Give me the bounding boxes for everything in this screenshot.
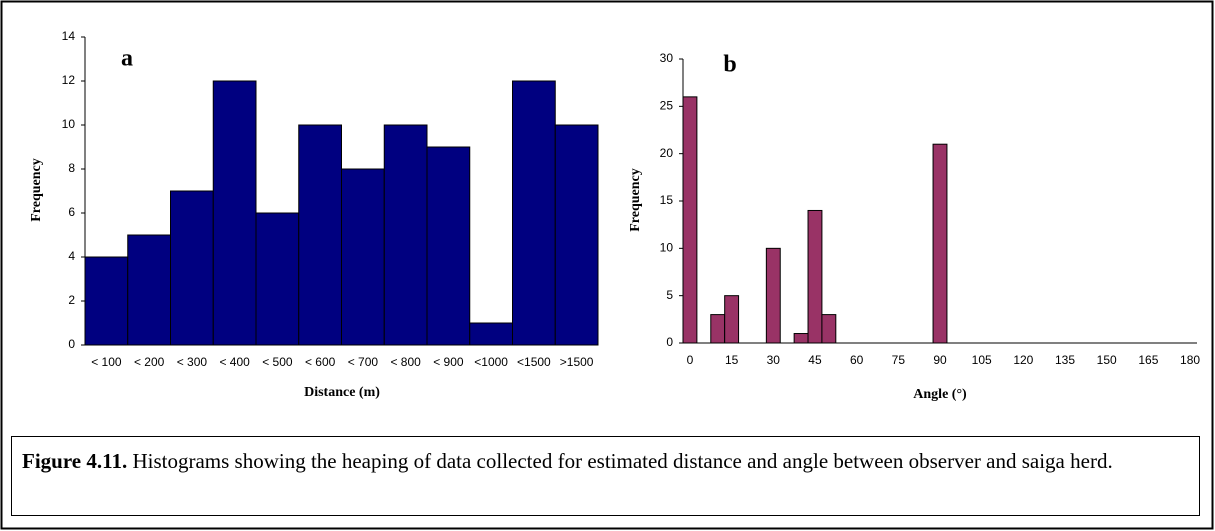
y-tick-label: 15 (660, 193, 674, 207)
x-tick-label: < 700 (348, 355, 379, 369)
annotation: a (121, 46, 133, 72)
bar (512, 80, 556, 346)
x-tick-label: 120 (1013, 353, 1033, 367)
x-tick-label: <1000 (474, 355, 508, 369)
x-axis-title: Distance (m) (304, 385, 380, 400)
caption: Figure 4.11. Histograms showing the heap… (11, 436, 1200, 516)
y-tick-label: 8 (68, 161, 75, 175)
bar (765, 247, 781, 344)
y-tick-label: 30 (660, 51, 674, 65)
y-tick-label: 14 (62, 29, 76, 43)
bar (554, 124, 599, 346)
bar (932, 143, 948, 344)
bar (469, 322, 513, 346)
x-tick-label: 60 (850, 353, 864, 367)
bar (341, 168, 385, 346)
bar (170, 190, 214, 346)
x-tick-label: 0 (687, 353, 694, 367)
x-tick-label: < 900 (433, 355, 464, 369)
annotation: b (723, 52, 736, 78)
x-tick-label: 75 (892, 353, 906, 367)
bar (821, 314, 837, 344)
x-tick-label: <1500 (517, 355, 551, 369)
y-tick-label: 0 (666, 335, 673, 349)
y-tick-label: 5 (666, 288, 673, 302)
caption-label: Figure 4.11. (22, 449, 128, 473)
y-axis-title: Frequency (628, 168, 643, 232)
bar (724, 295, 740, 344)
x-tick-label: < 500 (262, 355, 293, 369)
y-tick-label: 12 (62, 73, 76, 87)
bar (793, 333, 809, 344)
y-axis-title: Frequency (29, 158, 44, 222)
x-tick-label: < 800 (390, 355, 421, 369)
bar (807, 209, 823, 344)
x-tick-label: 90 (933, 353, 947, 367)
y-tick-label: 0 (68, 337, 75, 351)
y-tick-label: 10 (62, 117, 76, 131)
x-tick-label: < 100 (91, 355, 122, 369)
x-tick-label: 105 (972, 353, 992, 367)
bar (710, 314, 726, 344)
x-tick-label: < 200 (134, 355, 165, 369)
x-tick-label: < 600 (305, 355, 336, 369)
caption-text: Histograms showing the heaping of data c… (127, 449, 1113, 473)
x-tick-label: 165 (1138, 353, 1158, 367)
y-tick-label: 6 (68, 205, 75, 219)
bar (255, 212, 300, 346)
x-tick-label: < 300 (177, 355, 208, 369)
y-tick-label: 25 (660, 99, 674, 113)
x-tick-label: 15 (725, 353, 739, 367)
x-tick-label: 135 (1055, 353, 1075, 367)
bar (426, 146, 471, 346)
x-tick-label: 45 (808, 353, 822, 367)
x-axis-title: Angle (°) (913, 387, 967, 402)
y-tick-label: 4 (68, 249, 75, 263)
bar (212, 80, 257, 346)
bar (127, 234, 171, 346)
x-tick-label: 150 (1097, 353, 1117, 367)
bar (84, 256, 129, 346)
y-tick-label: 2 (68, 293, 75, 307)
x-tick-label: 30 (767, 353, 781, 367)
y-tick-label: 10 (660, 241, 674, 255)
x-tick-label: < 400 (219, 355, 250, 369)
y-tick-label: 20 (660, 146, 674, 160)
x-tick-label: >1500 (560, 355, 594, 369)
bar (383, 124, 428, 346)
bar (298, 124, 342, 346)
bar (682, 96, 698, 344)
x-tick-label: 180 (1180, 353, 1200, 367)
